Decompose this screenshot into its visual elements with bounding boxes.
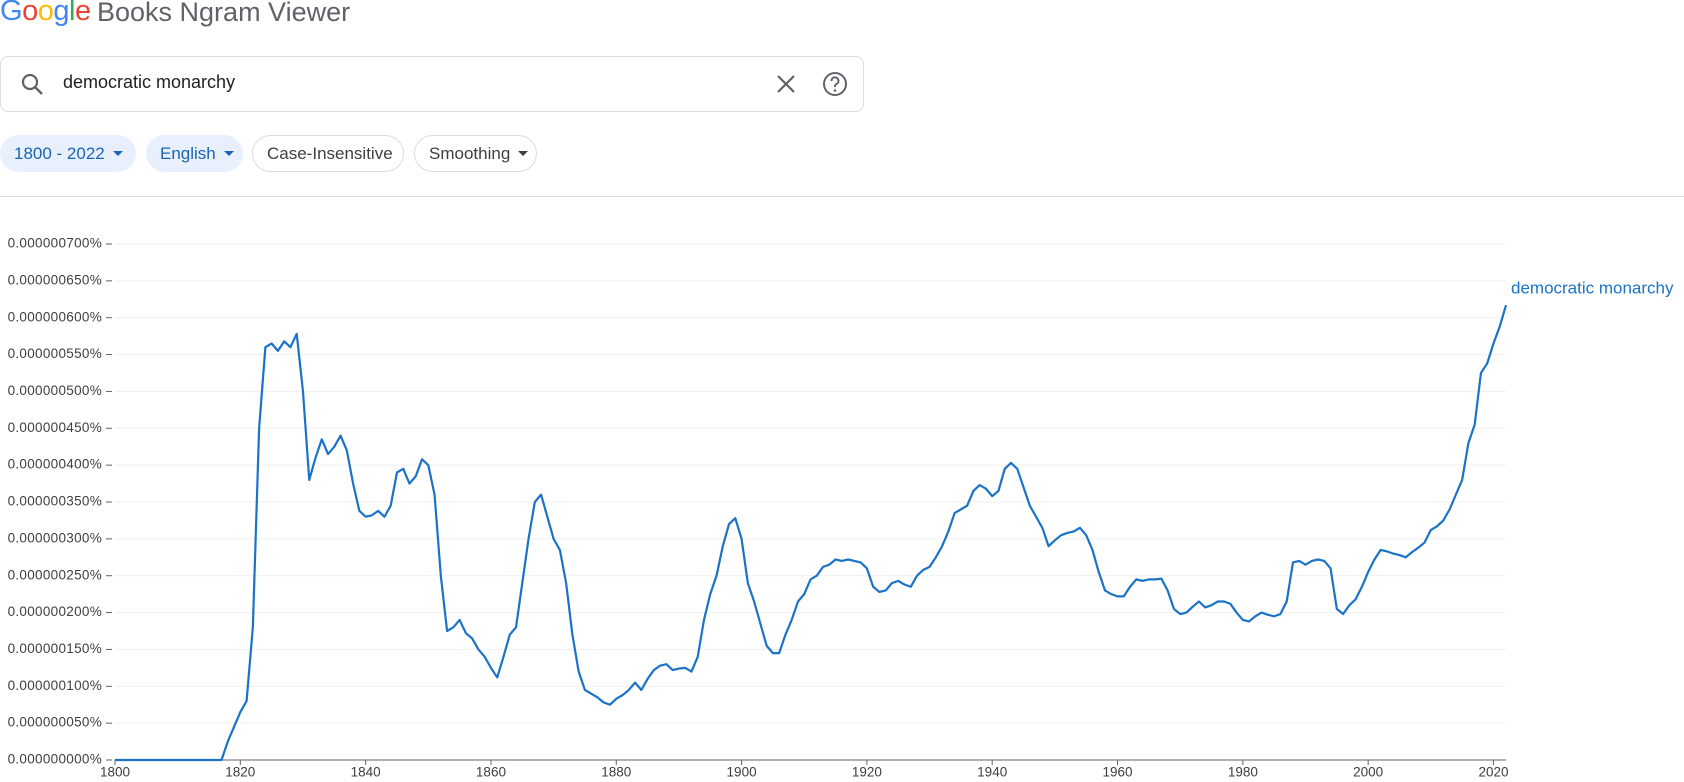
x-tick-label: 1880 <box>601 765 631 780</box>
y-tick-label: 0.000000300% <box>8 530 102 545</box>
help-icon[interactable] <box>822 71 848 97</box>
y-tick-label: 0.000000650% <box>8 272 102 287</box>
search-icon[interactable] <box>20 72 44 96</box>
y-tick-label: 0.000000550% <box>8 346 102 361</box>
series-line <box>115 304 1508 762</box>
y-tick-label: 0.000000500% <box>8 383 102 398</box>
y-tick-label: 0.000000100% <box>8 678 102 693</box>
smoothing-chip[interactable]: Smoothing <box>414 135 537 172</box>
corpus-chip[interactable]: English <box>146 135 243 172</box>
y-tick-label: 0.000000250% <box>8 567 102 582</box>
chip-label: 1800 - 2022 <box>14 143 105 163</box>
divider <box>0 196 1684 197</box>
chip-label: Smoothing <box>429 143 511 163</box>
y-tick-label: 0.000000600% <box>8 309 102 324</box>
x-tick-label: 1940 <box>977 765 1007 780</box>
x-tick-label: 1800 <box>100 765 130 780</box>
y-tick-label: 0.000000450% <box>8 420 102 435</box>
x-tick-label: 1820 <box>225 765 255 780</box>
series-label: democratic monarchy <box>1511 279 1674 298</box>
y-tick-label: 0.000000150% <box>8 641 102 656</box>
app-title: Books Ngram Viewer <box>97 0 351 27</box>
x-tick-label: 2020 <box>1478 765 1508 780</box>
y-tick-label: 0.000000000% <box>8 752 102 767</box>
x-tick-label: 1920 <box>852 765 882 780</box>
y-tick-label: 0.000000400% <box>8 457 102 472</box>
year-chip[interactable]: 1800 - 2022 <box>0 135 136 172</box>
x-tick-label: 1980 <box>1228 765 1258 780</box>
x-tick-label: 2000 <box>1353 765 1383 780</box>
case-chip[interactable]: Case-Insensitive <box>252 135 404 172</box>
x-tick-label: 1960 <box>1102 765 1132 780</box>
y-tick-label: 0.000000350% <box>8 494 102 509</box>
search-box[interactable] <box>0 56 864 112</box>
google-logo[interactable]: Google <box>0 0 91 27</box>
y-tick-label: 0.000000050% <box>8 715 102 730</box>
x-tick-label: 1900 <box>727 765 757 780</box>
search-query[interactable]: democratic monarchy <box>63 72 236 92</box>
x-tick-label: 1860 <box>476 765 506 780</box>
chip-label: Case-Insensitive <box>267 143 393 163</box>
y-tick-label: 0.000000700% <box>8 236 102 251</box>
x-tick-label: 1840 <box>351 765 381 780</box>
clear-icon[interactable] <box>776 74 796 94</box>
y-tick-label: 0.000000200% <box>8 604 102 619</box>
chip-label: English <box>160 143 216 163</box>
